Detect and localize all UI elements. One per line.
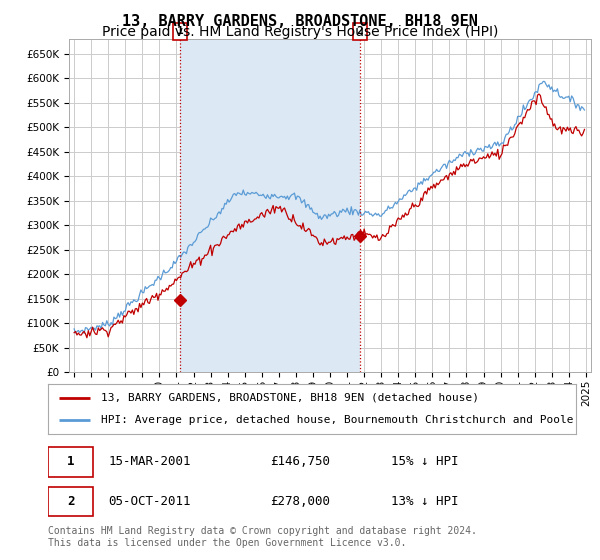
FancyBboxPatch shape (48, 447, 93, 477)
Text: 05-OCT-2011: 05-OCT-2011 (109, 495, 191, 508)
Text: 13, BARRY GARDENS, BROADSTONE, BH18 9EN: 13, BARRY GARDENS, BROADSTONE, BH18 9EN (122, 14, 478, 29)
Text: Contains HM Land Registry data © Crown copyright and database right 2024.
This d: Contains HM Land Registry data © Crown c… (48, 526, 477, 548)
Text: £146,750: £146,750 (270, 455, 330, 468)
Text: 1: 1 (67, 455, 74, 468)
Text: 13, BARRY GARDENS, BROADSTONE, BH18 9EN (detached house): 13, BARRY GARDENS, BROADSTONE, BH18 9EN … (101, 393, 479, 403)
Text: 13% ↓ HPI: 13% ↓ HPI (391, 495, 459, 508)
Text: Price paid vs. HM Land Registry's House Price Index (HPI): Price paid vs. HM Land Registry's House … (102, 25, 498, 39)
Text: 1: 1 (176, 26, 183, 36)
Text: 2: 2 (356, 26, 363, 36)
Text: 15% ↓ HPI: 15% ↓ HPI (391, 455, 459, 468)
Text: £278,000: £278,000 (270, 495, 330, 508)
Bar (180, 39, 360, 372)
Text: 15-MAR-2001: 15-MAR-2001 (109, 455, 191, 468)
Text: 2: 2 (67, 495, 74, 508)
Text: HPI: Average price, detached house, Bournemouth Christchurch and Poole: HPI: Average price, detached house, Bour… (101, 415, 574, 425)
FancyBboxPatch shape (48, 487, 93, 516)
